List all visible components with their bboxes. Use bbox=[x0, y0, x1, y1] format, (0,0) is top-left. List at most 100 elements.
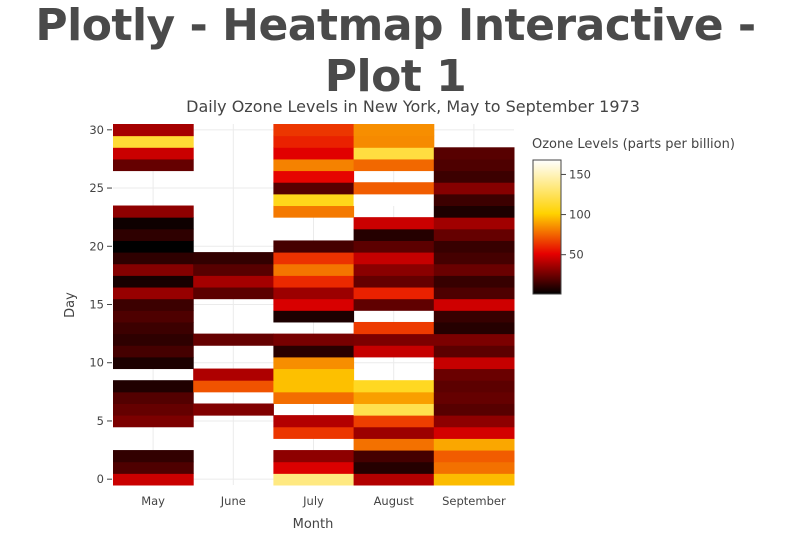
heatmap-cell[interactable] bbox=[353, 275, 435, 288]
heatmap-cell[interactable] bbox=[193, 368, 274, 381]
heatmap-cell[interactable] bbox=[273, 380, 355, 393]
heatmap-cell[interactable] bbox=[353, 135, 435, 148]
heatmap-cell[interactable] bbox=[113, 415, 194, 428]
heatmap-cell[interactable] bbox=[193, 287, 274, 300]
heatmap-cell[interactable] bbox=[113, 252, 194, 265]
heatmap-cell[interactable] bbox=[273, 147, 355, 160]
heatmap-cell[interactable] bbox=[433, 450, 515, 463]
heatmap-cell[interactable] bbox=[353, 252, 435, 265]
heatmap-cell[interactable] bbox=[433, 438, 515, 451]
heatmap-cell[interactable] bbox=[433, 298, 515, 311]
heatmap-cell[interactable] bbox=[113, 124, 194, 137]
heatmap-cell[interactable] bbox=[273, 415, 355, 428]
heatmap-cell[interactable] bbox=[273, 298, 355, 311]
heatmap-cells[interactable] bbox=[113, 124, 515, 486]
heatmap-cell[interactable] bbox=[113, 298, 194, 311]
heatmap-cell[interactable] bbox=[353, 217, 435, 230]
heatmap-cell[interactable] bbox=[193, 252, 274, 265]
heatmap-cell[interactable] bbox=[113, 321, 194, 335]
heatmap-cell[interactable] bbox=[433, 321, 515, 335]
heatmap-cell[interactable] bbox=[353, 438, 435, 451]
heatmap-cell[interactable] bbox=[433, 182, 515, 195]
heatmap-cell[interactable] bbox=[273, 287, 355, 300]
heatmap-cell[interactable] bbox=[113, 380, 194, 393]
heatmap-cell[interactable] bbox=[433, 333, 515, 346]
heatmap-cell[interactable] bbox=[433, 205, 515, 218]
heatmap-cell[interactable] bbox=[273, 182, 355, 195]
heatmap-cell[interactable] bbox=[113, 310, 194, 323]
heatmap-cell[interactable] bbox=[353, 450, 435, 463]
heatmap-cell[interactable] bbox=[193, 403, 274, 416]
heatmap-cell[interactable] bbox=[273, 170, 355, 183]
heatmap-cell[interactable] bbox=[433, 403, 515, 416]
heatmap-cell[interactable] bbox=[113, 263, 194, 276]
heatmap-cell[interactable] bbox=[353, 380, 435, 393]
heatmap-cell[interactable] bbox=[113, 403, 194, 416]
heatmap-cell[interactable] bbox=[353, 263, 435, 276]
heatmap-cell[interactable] bbox=[113, 473, 194, 486]
heatmap-cell[interactable] bbox=[353, 298, 435, 311]
heatmap-cell[interactable] bbox=[273, 345, 355, 358]
heatmap-cell[interactable] bbox=[433, 147, 515, 160]
heatmap-cell[interactable] bbox=[433, 356, 515, 370]
heatmap-cell[interactable] bbox=[273, 240, 355, 253]
heatmap-cell[interactable] bbox=[273, 473, 355, 486]
heatmap-cell[interactable] bbox=[273, 368, 355, 381]
heatmap-cell[interactable] bbox=[113, 135, 194, 148]
heatmap-cell[interactable] bbox=[273, 158, 355, 172]
heatmap-cell[interactable] bbox=[433, 368, 515, 381]
heatmap-cell[interactable] bbox=[273, 263, 355, 276]
heatmap-cell[interactable] bbox=[273, 426, 355, 439]
heatmap-cell[interactable] bbox=[353, 473, 435, 486]
heatmap-cell[interactable] bbox=[113, 275, 194, 288]
heatmap-cell[interactable] bbox=[353, 182, 435, 195]
heatmap-cell[interactable] bbox=[433, 217, 515, 230]
heatmap-cell[interactable] bbox=[193, 333, 274, 346]
heatmap-cell[interactable] bbox=[353, 124, 435, 137]
heatmap-cell[interactable] bbox=[433, 310, 515, 323]
heatmap-cell[interactable] bbox=[433, 193, 515, 207]
heatmap-cell[interactable] bbox=[433, 158, 515, 172]
heatmap-cell[interactable] bbox=[273, 193, 355, 207]
heatmap-cell[interactable] bbox=[273, 252, 355, 265]
heatmap-cell[interactable] bbox=[273, 205, 355, 218]
heatmap-cell[interactable] bbox=[353, 333, 435, 346]
heatmap-cell[interactable] bbox=[433, 380, 515, 393]
heatmap-cell[interactable] bbox=[113, 287, 194, 300]
heatmap-cell[interactable] bbox=[433, 415, 515, 428]
heatmap-cell[interactable] bbox=[273, 391, 355, 404]
heatmap-cell[interactable] bbox=[113, 333, 194, 346]
heatmap-cell[interactable] bbox=[353, 403, 435, 416]
heatmap-cell[interactable] bbox=[193, 263, 274, 276]
heatmap-cell[interactable] bbox=[433, 345, 515, 358]
heatmap-cell[interactable] bbox=[353, 415, 435, 428]
heatmap-cell[interactable] bbox=[113, 205, 194, 218]
heatmap-cell[interactable] bbox=[353, 426, 435, 439]
heatmap-cell[interactable] bbox=[353, 287, 435, 300]
heatmap-cell[interactable] bbox=[433, 252, 515, 265]
heatmap-cell[interactable] bbox=[273, 356, 355, 370]
heatmap-cell[interactable] bbox=[273, 135, 355, 148]
heatmap-cell[interactable] bbox=[113, 158, 194, 172]
heatmap-cell[interactable] bbox=[433, 228, 515, 241]
heatmap-cell[interactable] bbox=[113, 450, 194, 463]
heatmap-cell[interactable] bbox=[273, 124, 355, 137]
heatmap-cell[interactable] bbox=[433, 461, 515, 474]
heatmap-cell[interactable] bbox=[353, 193, 435, 207]
heatmap-cell[interactable] bbox=[113, 147, 194, 160]
heatmap-cell[interactable] bbox=[433, 170, 515, 183]
heatmap-cell[interactable] bbox=[113, 228, 194, 241]
heatmap-cell[interactable] bbox=[433, 240, 515, 253]
heatmap-cell[interactable] bbox=[353, 461, 435, 474]
heatmap-cell[interactable] bbox=[353, 158, 435, 172]
heatmap-cell[interactable] bbox=[113, 356, 194, 370]
heatmap-cell[interactable] bbox=[353, 321, 435, 335]
heatmap-cell[interactable] bbox=[193, 275, 274, 288]
heatmap-cell[interactable] bbox=[273, 275, 355, 288]
heatmap-cell[interactable] bbox=[433, 426, 515, 439]
heatmap-cell[interactable] bbox=[353, 240, 435, 253]
heatmap-cell[interactable] bbox=[433, 287, 515, 300]
heatmap-cell[interactable] bbox=[353, 345, 435, 358]
heatmap-cell[interactable] bbox=[113, 345, 194, 358]
